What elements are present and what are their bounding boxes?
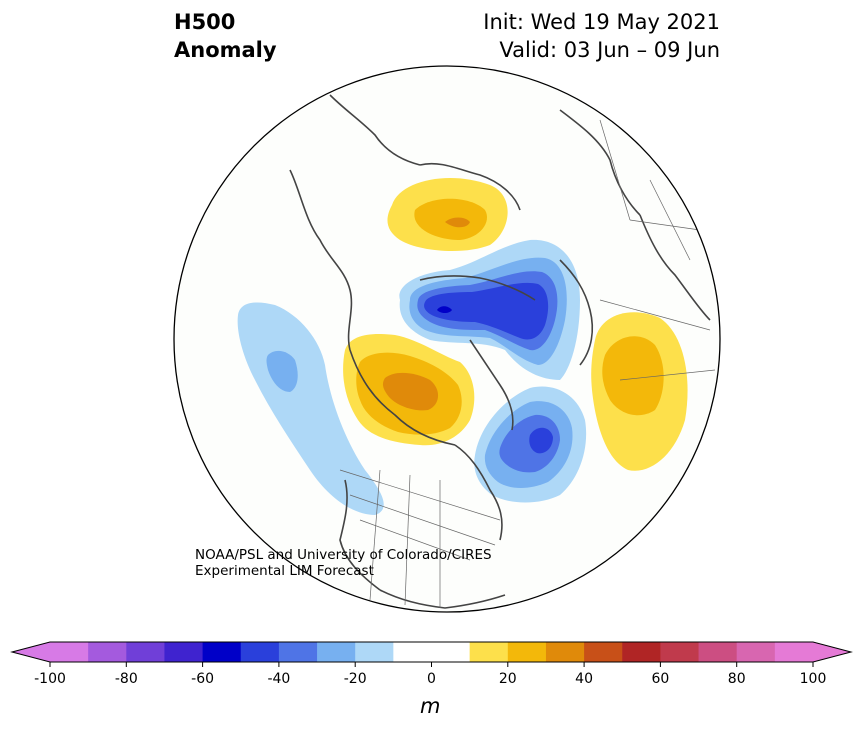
colorbar-segment [622,642,661,662]
colorbar-segment [774,642,814,662]
anomaly-greenland-negative [474,386,587,503]
title-line-2: Anomaly [174,38,277,62]
colorbar-segment [660,642,700,662]
borders [339,119,716,608]
colorbar-segment [164,642,204,662]
colorbar-segment [507,642,547,662]
colorbar-tick-label: -40 [267,671,290,687]
colorbar-tick-label: 60 [651,671,669,687]
anomaly-pacific-negative [237,302,384,515]
colorbar-segment [736,642,776,662]
colorbar-segment [431,642,471,662]
colorbar-extend-high [813,642,851,662]
colorbar-tick-label: 100 [800,671,827,687]
title-line-1: H500 [174,10,236,34]
forecast-dates: Init: Wed 19 May 2021 Valid: 03 Jun – 09… [483,8,720,64]
valid-range: Valid: 03 Jun – 09 Jun [499,38,720,62]
map-title: H500 Anomaly [174,8,277,64]
colorbar-segment [545,642,585,662]
colorbar-segment [584,642,623,662]
anomaly-siberia-negative [399,239,580,380]
anomaly-alaska-positive [343,333,475,446]
credit-line-2: Experimental LIM Forecast [195,563,374,579]
colorbar-tick-label: -60 [191,671,214,687]
colorbar-unit: m [420,694,441,718]
credit-text: NOAA/PSL and University of Colorado/CIRE… [195,547,492,579]
colorbar-tick-label: -100 [34,671,66,687]
globe-outline [173,65,721,613]
anomaly-europe-positive [387,177,508,252]
colorbar-tick-label: 80 [728,671,746,687]
anomaly-asia-positive [591,312,688,471]
polar-map [173,65,721,613]
colorbar-segment [202,642,242,662]
colorbar-tick-label: 20 [499,671,517,687]
colorbar-segment [469,642,509,662]
colorbar: -100 -80 -60 -40 -20 0 20 40 60 80 100 [10,641,853,687]
colorbar-segment [240,642,280,662]
colorbar-segment [317,642,356,662]
coastlines [289,94,711,609]
colorbar-segment [126,642,165,662]
colorbar-segment [393,642,432,662]
colorbar-segment [50,642,89,662]
colorbar-tick-label: 0 [427,671,436,687]
anomaly-contours [237,94,716,609]
colorbar-segment [88,642,127,662]
init-date: Init: Wed 19 May 2021 [483,10,720,34]
colorbar-segment [698,642,738,662]
credit-line-1: NOAA/PSL and University of Colorado/CIRE… [195,547,492,563]
colorbar-extend-low [12,642,50,662]
colorbar-segment [278,642,318,662]
colorbar-segment [355,642,394,662]
colorbar-tick-label: -20 [344,671,367,687]
colorbar-tick-label: 40 [575,671,593,687]
colorbar-tick-label: -80 [115,671,138,687]
